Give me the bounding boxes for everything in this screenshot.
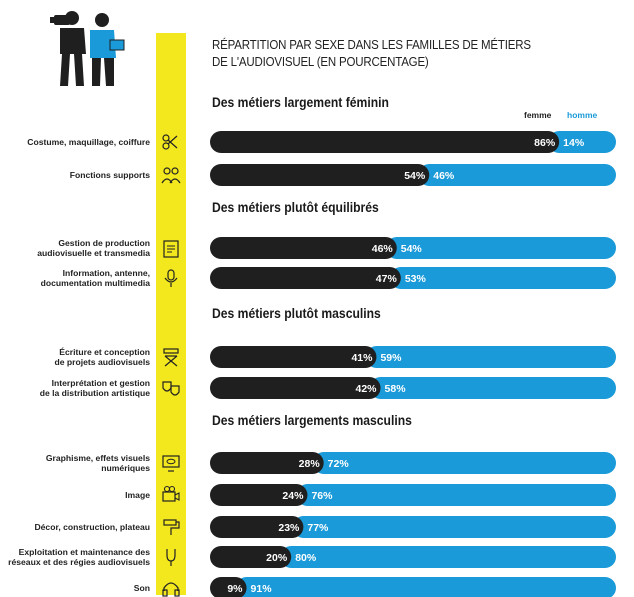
chart-title-line-1: RÉPARTITION PAR SEXE DANS LES FAMILLES D… [212, 38, 531, 52]
data-label-homme: 53% [405, 273, 427, 285]
data-label-homme: 76% [311, 490, 333, 502]
data-label-femme: 28% [299, 458, 321, 470]
data-label-homme: 80% [295, 552, 317, 564]
category-label-line: Information, antenne, [62, 268, 150, 278]
people-illustration [50, 11, 125, 86]
headphones-icon [162, 582, 180, 597]
legend-homme: homme [567, 110, 598, 120]
category-label-line: Exploitation et maintenance des [18, 547, 150, 557]
chart-title-line-2: DE L'AUDIOVISUEL (EN POURCENTAGE) [212, 55, 429, 69]
data-label-femme: 20% [266, 552, 288, 564]
theater-masks-icon [162, 381, 180, 396]
category-label: Exploitation et maintenance des réseaux e… [8, 547, 150, 567]
group-title-plutot-masculins: Des métiers plutôt masculins [212, 306, 381, 321]
data-label-femme: 54% [404, 170, 426, 182]
bar-homme [385, 237, 616, 259]
data-label-homme: 58% [385, 383, 407, 395]
data-label-homme: 14% [563, 137, 585, 149]
category-label: Décor, construction, plateau [34, 522, 150, 532]
data-label-homme: 72% [328, 458, 350, 470]
category-label: Costume, maquillage, coiffure [27, 137, 150, 147]
data-label-homme: 59% [380, 352, 402, 364]
microphone-icon [164, 269, 178, 287]
category-label: Interprétation et gestion de la distribut… [40, 378, 150, 398]
scissors-shirt-icon [162, 134, 178, 150]
legend-femme: femme [524, 110, 552, 120]
monitor-eye-icon [162, 455, 180, 472]
data-label-femme: 86% [534, 137, 556, 149]
clipboard-icon [163, 240, 179, 258]
category-label: Information, antenne, documentation multi… [41, 268, 150, 288]
bar-femme [210, 377, 381, 399]
bar-homme [418, 164, 616, 186]
paint-roller-icon [163, 519, 180, 535]
bar-femme [210, 546, 292, 568]
bar-homme [296, 484, 616, 506]
category-label-line: numériques [101, 463, 150, 473]
director-chair-icon [163, 348, 179, 367]
bar-homme [548, 131, 616, 153]
category-label-line: de projets audiovisuels [54, 357, 150, 367]
data-label-femme: 9% [227, 583, 243, 595]
category-label: Son [134, 583, 150, 593]
data-label-femme: 23% [278, 522, 300, 534]
bar-homme [365, 346, 616, 368]
category-label: Fonctions supports [70, 170, 150, 180]
data-label-femme: 47% [376, 273, 398, 285]
bar-femme [210, 452, 324, 474]
data-label-femme: 41% [351, 352, 373, 364]
data-label-homme: 91% [251, 583, 273, 595]
category-label-line: Son [133, 583, 150, 593]
data-label-homme: 54% [401, 243, 423, 255]
bar-femme [210, 577, 247, 597]
bar-femme [210, 237, 397, 259]
category-label-line: Costume, maquillage, coiffure [27, 137, 150, 147]
bar-femme [210, 346, 377, 368]
category-label-line: Fonctions supports [69, 170, 150, 180]
group-title-largement-feminin: Des métiers largement féminin [212, 95, 389, 110]
bar-femme [210, 131, 560, 153]
bar-homme [312, 452, 616, 474]
group-title-largements-masculins: Des métiers largements masculins [212, 413, 412, 428]
category-label-line: Écriture et conception [59, 347, 150, 357]
category-label: Graphisme, effets visuels numériques [46, 453, 150, 473]
camera-icon [162, 485, 180, 502]
data-label-femme: 24% [282, 490, 304, 502]
bar-homme [369, 377, 616, 399]
category-label-line: Image [125, 490, 150, 500]
category-label-line: réseaux et des régies audiovisuels [8, 557, 150, 567]
category-label-line: documentation multimedia [40, 278, 150, 288]
bar-homme [235, 577, 616, 597]
bar-femme [210, 267, 401, 289]
bar-homme [389, 267, 616, 289]
category-label-line: Gestion de production [58, 238, 150, 248]
data-label-homme: 77% [307, 522, 329, 534]
category-label-line: Interprétation et gestion [51, 378, 150, 388]
bar-homme [292, 516, 616, 538]
people-icon [161, 167, 181, 184]
category-label-line: Graphisme, effets visuels [45, 453, 150, 463]
group-title-plutot-equilibres: Des métiers plutôt équilibrés [212, 200, 379, 215]
bar-femme [210, 164, 430, 186]
bar-femme [210, 484, 308, 506]
bar-femme [210, 516, 304, 538]
bar-homme [280, 546, 616, 568]
category-label: Image [125, 490, 150, 500]
cables-icon [166, 549, 176, 566]
category-label-line: de la distribution artistique [39, 388, 150, 398]
category-label: Gestion de production audiovisuelle et tr… [37, 238, 150, 258]
category-label-line: Décor, construction, plateau [34, 522, 150, 532]
data-label-femme: 46% [372, 243, 394, 255]
category-label-line: audiovisuelle et transmedia [37, 248, 150, 258]
category-label: Écriture et conception de projets audiovi… [54, 347, 150, 367]
data-label-homme: 46% [433, 170, 455, 182]
data-label-femme: 42% [356, 383, 378, 395]
